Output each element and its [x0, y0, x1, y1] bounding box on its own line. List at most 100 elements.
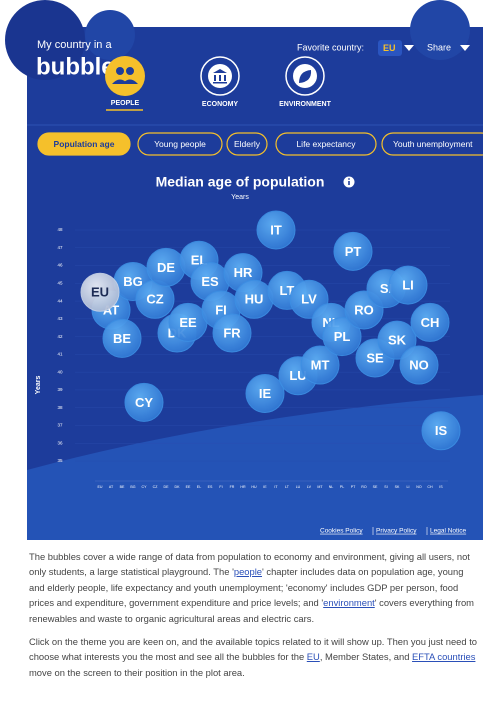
bubble-label[interactable]: LI: [402, 278, 414, 293]
tab[interactable]: [37, 132, 131, 156]
paragraph: The bubbles cover a wide range of data f…: [29, 549, 480, 626]
bubble-label[interactable]: FI: [215, 302, 227, 317]
bubble-label[interactable]: EU: [91, 285, 109, 300]
footer-link[interactable]: Legal Notice: [430, 528, 467, 535]
tab[interactable]: [275, 132, 377, 156]
bubble[interactable]: [410, 302, 450, 342]
bubble[interactable]: [80, 272, 120, 312]
favorite[interactable]: EU: [383, 43, 396, 53]
icon: [299, 70, 312, 83]
nav-icon-economy[interactable]: [200, 56, 240, 96]
bubble[interactable]: [102, 318, 142, 358]
bubble-label[interactable]: HR: [234, 265, 253, 280]
tab-label[interactable]: Elderly: [234, 139, 261, 149]
nav-icon-environment[interactable]: [285, 56, 325, 96]
bubble[interactable]: [399, 345, 439, 385]
share[interactable]: Share: [427, 42, 451, 52]
x-tick-label: CZ: [153, 485, 159, 489]
bubble-label[interactable]: EE: [179, 315, 197, 330]
caret[interactable]: [404, 45, 414, 51]
bubble[interactable]: [377, 320, 417, 360]
x-tick-label: IS: [439, 485, 443, 489]
bubble-label[interactable]: NO: [409, 357, 429, 372]
x-tick-label: CY: [142, 485, 148, 489]
link[interactable]: EU: [306, 651, 320, 663]
bubble[interactable]: [322, 317, 362, 357]
footer-link[interactable]: Privacy Policy: [376, 528, 417, 535]
x-tick-label: IE: [263, 485, 267, 489]
x-tick-label: FI: [219, 485, 222, 489]
bubble[interactable]: [245, 373, 285, 413]
bubble[interactable]: [333, 231, 373, 271]
nav-label[interactable]: ECONOMY: [202, 101, 239, 108]
icon: [348, 181, 350, 185]
bubble[interactable]: [388, 265, 428, 305]
bubble-label[interactable]: FR: [223, 325, 241, 340]
bubble[interactable]: [300, 345, 340, 385]
nav-label[interactable]: ENVIRONMENT: [279, 101, 331, 108]
bubble-label[interactable]: IS: [435, 423, 448, 438]
caret[interactable]: [460, 45, 470, 51]
bubble-label[interactable]: IE: [259, 386, 272, 401]
x-tick-label: NO: [416, 485, 422, 489]
tab-label[interactable]: Young people: [154, 139, 206, 149]
bubble-label[interactable]: MT: [311, 357, 330, 372]
y-tick-label: 37: [57, 423, 63, 428]
bubble-label[interactable]: IT: [270, 222, 282, 237]
bubble[interactable]: [256, 210, 296, 250]
x-tick-label: LU: [296, 485, 301, 489]
x-tick-label: MT: [317, 485, 323, 489]
icon: [126, 67, 134, 75]
y-tick-label: 48: [57, 227, 63, 232]
bubble-label[interactable]: RO: [354, 302, 374, 317]
tab-label[interactable]: Life expectancy: [296, 139, 356, 149]
x-tick-label: SI: [384, 485, 387, 489]
x-tick-label: BE: [120, 485, 125, 489]
text: move on the screen to their position in …: [29, 666, 245, 678]
bubble-label[interactable]: SE: [366, 350, 384, 365]
bubble-label[interactable]: DE: [157, 260, 175, 275]
bubble-label[interactable]: LV: [301, 292, 317, 307]
footer-link[interactable]: Cookies Policy: [320, 528, 363, 535]
link[interactable]: environment: [323, 597, 375, 609]
bubble-label[interactable]: CH: [421, 315, 440, 330]
tab-label[interactable]: Youth unemployment: [393, 139, 473, 149]
text: , Member States, and: [319, 651, 413, 663]
bubble[interactable]: [421, 411, 461, 451]
text: Click on the theme you are keen on, and …: [29, 636, 478, 663]
nav-icon-people[interactable]: [105, 56, 145, 96]
text: ' covers everything from renewables and …: [29, 597, 474, 624]
y-tick-label: 38: [57, 405, 63, 410]
tab-label[interactable]: Population age: [54, 139, 115, 149]
bubble-label[interactable]: PT: [345, 244, 362, 259]
y-tick-label: 36: [57, 440, 63, 445]
x-tick-label: FR: [230, 485, 235, 489]
bubble[interactable]: [212, 313, 252, 353]
x-tick-label: BG: [130, 485, 135, 489]
description: The bubbles cover a wide range of data f…: [29, 549, 480, 688]
favorite-tag[interactable]: [378, 40, 402, 56]
tab[interactable]: [381, 132, 483, 156]
bubble-label[interactable]: ES: [201, 274, 219, 289]
bubble-label[interactable]: SK: [388, 333, 407, 348]
bubble-label[interactable]: CY: [135, 395, 153, 410]
bubble-label[interactable]: BG: [123, 274, 143, 289]
y-axis-label: Years: [35, 376, 42, 395]
link[interactable]: EFTA countries: [412, 651, 476, 663]
bubble-label[interactable]: PL: [334, 329, 351, 344]
tab[interactable]: [137, 132, 223, 156]
nav-label[interactable]: PEOPLE: [111, 100, 140, 107]
bubble[interactable]: [124, 382, 164, 422]
y-tick-label: 39: [57, 387, 63, 392]
icon: [112, 79, 138, 84]
tab[interactable]: [226, 132, 268, 156]
x-tick-label: PT: [351, 485, 356, 489]
x-tick-label: EU: [98, 485, 103, 489]
x-tick-label: HR: [240, 485, 246, 489]
link[interactable]: people: [233, 566, 263, 578]
bubble-label[interactable]: BE: [113, 331, 131, 346]
y-tick-label: 44: [57, 298, 63, 303]
bubble-label[interactable]: HU: [245, 292, 264, 307]
wave: [27, 395, 483, 540]
bubble-label[interactable]: CZ: [146, 292, 163, 307]
